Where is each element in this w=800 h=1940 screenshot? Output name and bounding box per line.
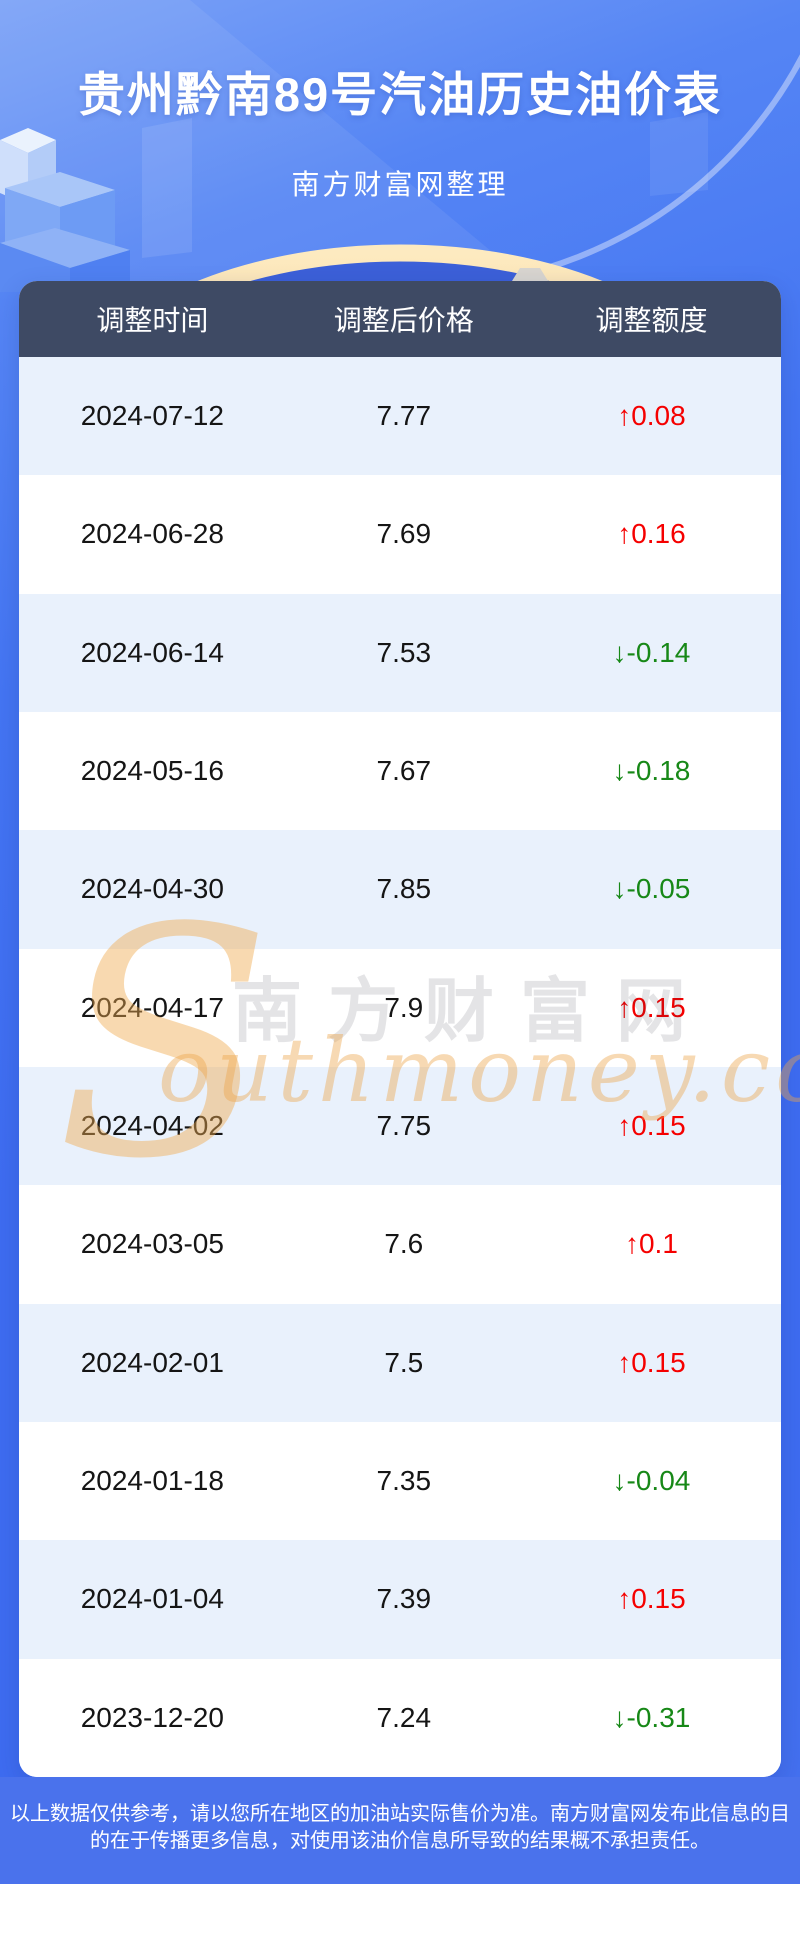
cell-date: 2024-05-16 bbox=[80, 755, 224, 787]
cell-date: 2024-07-12 bbox=[80, 400, 224, 432]
column-header-price: 调整后价格 bbox=[333, 305, 474, 336]
cell-change: ↓-0.04 bbox=[612, 1465, 691, 1497]
cell-price: 7.9 bbox=[384, 991, 424, 1023]
table-row: 2024-04-02 7.75 ↑0.15 bbox=[19, 1066, 781, 1186]
cell-change: ↑0.15 bbox=[617, 991, 686, 1023]
cell-date: 2024-04-17 bbox=[80, 991, 224, 1023]
price-table: 调整时间 调整后价格 调整额度 2024-07-12 7.77 ↑0.08 20… bbox=[19, 281, 781, 1777]
table-row: 2024-06-28 7.69 ↑0.16 bbox=[19, 475, 781, 594]
disclaimer-text: 以上数据仅供参考，请以您所在地区的加油站实际售价为准。南方财富网发布此信息的目的… bbox=[10, 1803, 790, 1852]
grey-object-shape bbox=[512, 268, 548, 281]
table-row: 2024-05-16 7.67 ↓-0.18 bbox=[19, 711, 781, 831]
header-decoration bbox=[0, 0, 800, 292]
cell-date: 2024-01-04 bbox=[80, 1583, 224, 1615]
page-subtitle: 南方财富网整理 bbox=[291, 169, 509, 200]
table-row: 2023-12-20 7.24 ↓-0.31 bbox=[19, 1658, 781, 1777]
cell-price: 7.69 bbox=[376, 518, 432, 550]
cell-change: ↓-0.31 bbox=[612, 1701, 691, 1733]
cell-change: ↓-0.05 bbox=[612, 873, 691, 905]
cell-date: 2024-02-01 bbox=[80, 1346, 224, 1378]
cell-price: 7.6 bbox=[384, 1228, 424, 1260]
table-row: 2024-02-01 7.5 ↑0.15 bbox=[19, 1303, 781, 1422]
table-row: 2024-01-04 7.39 ↑0.15 bbox=[19, 1540, 781, 1659]
cell-change: ↑0.1 bbox=[624, 1228, 678, 1260]
cell-change: ↑0.15 bbox=[617, 1583, 686, 1615]
cell-date: 2024-01-18 bbox=[80, 1465, 224, 1497]
header-decoration-area bbox=[0, 0, 800, 292]
table-row: 2024-01-18 7.35 ↓-0.04 bbox=[19, 1421, 781, 1541]
cell-change: ↑0.15 bbox=[617, 1110, 686, 1142]
page-title: 贵州黔南89号汽油历史油价表 bbox=[77, 68, 723, 121]
cell-change: ↓-0.18 bbox=[612, 755, 691, 787]
cell-price: 7.53 bbox=[376, 636, 432, 668]
cell-change: ↑0.08 bbox=[617, 400, 686, 432]
cell-date: 2023-12-20 bbox=[80, 1701, 224, 1733]
light-beam-shape bbox=[0, 0, 540, 292]
cell-date: 2024-04-30 bbox=[80, 873, 224, 905]
table-body: 2024-07-12 7.77 ↑0.08 2024-06-28 7.69 ↑0… bbox=[19, 357, 781, 1777]
cell-price: 7.67 bbox=[376, 755, 432, 787]
cell-price: 7.39 bbox=[376, 1583, 432, 1615]
table-header-row: 调整时间 调整后价格 调整额度 bbox=[19, 281, 781, 357]
cell-date: 2024-04-02 bbox=[80, 1110, 224, 1142]
streak-shape bbox=[142, 118, 192, 258]
table-row: 2024-07-12 7.77 ↑0.08 bbox=[19, 357, 781, 476]
column-header-change: 调整额度 bbox=[595, 305, 708, 336]
cell-price: 7.5 bbox=[384, 1346, 424, 1378]
table-row: 2024-04-30 7.85 ↓-0.05 bbox=[19, 830, 781, 949]
table-row: 2024-06-14 7.53 ↓-0.14 bbox=[19, 593, 781, 712]
cell-price: 7.85 bbox=[376, 873, 432, 905]
cell-date: 2024-06-14 bbox=[80, 636, 224, 668]
cell-date: 2024-03-05 bbox=[80, 1228, 224, 1260]
streak-shape bbox=[650, 112, 708, 196]
cell-date: 2024-06-28 bbox=[80, 518, 224, 550]
table-row: 2024-03-05 7.6 ↑0.1 bbox=[19, 1185, 781, 1304]
table-row: 2024-04-17 7.9 ↑0.15 bbox=[19, 948, 781, 1067]
cell-price: 7.24 bbox=[376, 1701, 432, 1733]
cell-change: ↓-0.14 bbox=[612, 636, 691, 668]
cell-price: 7.75 bbox=[376, 1110, 432, 1142]
cell-change: ↑0.15 bbox=[617, 1346, 686, 1378]
cell-price: 7.35 bbox=[376, 1465, 432, 1497]
disclaimer-bar: 以上数据仅供参考，请以您所在地区的加油站实际售价为准。南方财富网发布此信息的目的… bbox=[0, 1777, 800, 1884]
cell-change: ↑0.16 bbox=[617, 518, 686, 550]
cell-price: 7.77 bbox=[376, 400, 432, 432]
column-header-date: 调整时间 bbox=[96, 305, 209, 336]
